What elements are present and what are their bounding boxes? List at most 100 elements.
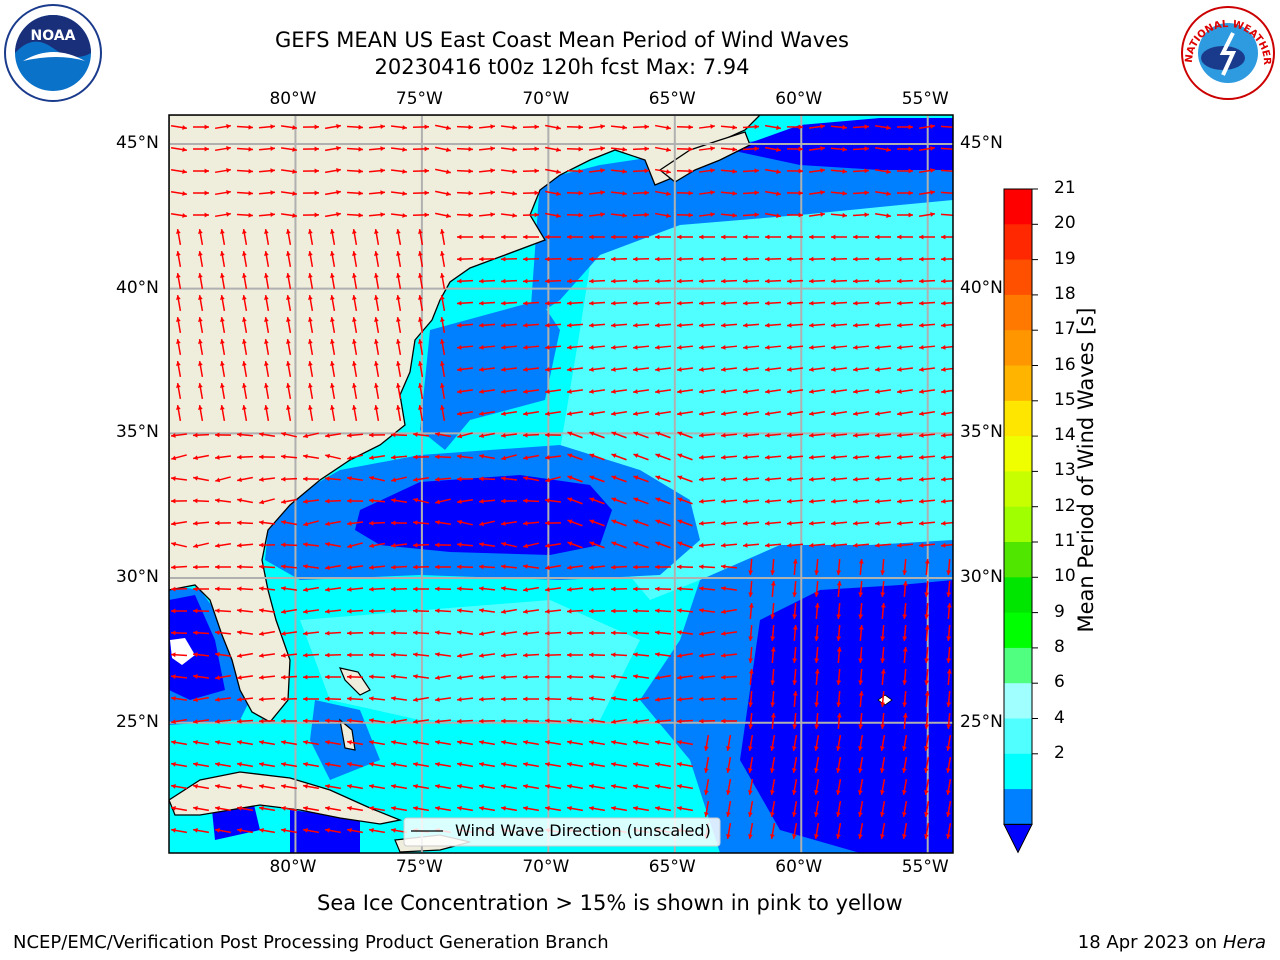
wave-direction-arrow bbox=[632, 212, 650, 218]
wave-direction-arrow bbox=[918, 322, 936, 328]
wave-direction-arrow bbox=[786, 146, 804, 152]
wave-direction-arrow bbox=[434, 697, 452, 702]
wave-direction-arrow bbox=[786, 410, 804, 416]
wave-direction-arrow bbox=[280, 608, 298, 614]
wave-direction-arrow bbox=[896, 432, 914, 438]
wave-direction-arrow bbox=[654, 762, 672, 768]
wave-direction-arrow bbox=[924, 756, 930, 774]
wave-direction-arrow bbox=[192, 608, 210, 614]
wave-direction-arrow bbox=[654, 586, 672, 592]
wave-direction-arrow bbox=[280, 762, 298, 768]
wave-direction-arrow bbox=[522, 762, 540, 768]
wave-direction-arrow bbox=[566, 608, 584, 614]
wave-direction-arrow bbox=[814, 822, 820, 840]
wave-direction-arrow bbox=[347, 652, 363, 658]
wave-direction-arrow bbox=[726, 822, 732, 840]
wave-direction-arrow bbox=[352, 382, 358, 400]
wave-direction-arrow bbox=[220, 404, 226, 422]
wave-direction-arrow bbox=[478, 476, 496, 482]
wave-direction-arrow bbox=[786, 124, 804, 130]
wave-direction-arrow bbox=[176, 338, 182, 356]
wave-direction-arrow bbox=[698, 520, 716, 526]
wave-direction-arrow bbox=[412, 806, 430, 812]
wave-direction-arrow bbox=[698, 322, 716, 328]
wave-direction-arrow bbox=[412, 190, 430, 196]
wave-direction-arrow bbox=[836, 712, 842, 730]
wave-direction-arrow bbox=[655, 475, 671, 483]
wave-direction-arrow bbox=[764, 542, 782, 548]
wave-direction-arrow bbox=[352, 360, 358, 378]
wave-direction-arrow bbox=[566, 124, 584, 130]
wave-direction-arrow bbox=[280, 806, 298, 812]
wave-direction-arrow bbox=[236, 168, 254, 174]
wave-direction-arrow bbox=[676, 278, 694, 284]
wave-direction-arrow bbox=[544, 278, 562, 284]
wave-direction-arrow bbox=[874, 454, 892, 460]
wave-direction-arrow bbox=[308, 382, 314, 400]
wave-direction-arrow bbox=[830, 300, 848, 306]
wave-direction-arrow bbox=[390, 520, 408, 526]
wave-direction-arrow bbox=[198, 250, 204, 268]
wave-direction-arrow bbox=[347, 542, 363, 549]
colorbar-segment bbox=[1004, 294, 1032, 331]
wave-direction-arrow bbox=[440, 250, 446, 268]
wave-direction-arrow bbox=[418, 382, 424, 400]
wave-direction-arrow bbox=[176, 294, 182, 312]
wave-direction-arrow bbox=[280, 542, 298, 548]
wave-direction-arrow bbox=[566, 389, 584, 394]
wave-direction-arrow bbox=[412, 630, 430, 636]
wave-direction-arrow bbox=[170, 586, 188, 592]
wave-direction-arrow bbox=[368, 564, 386, 570]
wave-direction-arrow bbox=[720, 454, 738, 460]
wave-direction-arrow bbox=[434, 718, 452, 724]
wave-direction-arrow bbox=[880, 668, 886, 686]
wave-direction-arrow bbox=[896, 367, 914, 372]
wave-direction-arrow bbox=[588, 410, 606, 416]
wave-direction-arrow bbox=[566, 212, 584, 218]
wave-direction-arrow bbox=[330, 338, 336, 356]
wave-direction-arrow bbox=[611, 608, 627, 614]
wave-direction-arrow bbox=[786, 389, 804, 394]
wave-direction-arrow bbox=[236, 454, 254, 460]
wave-direction-arrow bbox=[676, 806, 694, 812]
wave-direction-arrow bbox=[566, 168, 584, 174]
wave-direction-arrow bbox=[896, 344, 914, 350]
wave-direction-arrow bbox=[588, 278, 606, 284]
wave-direction-arrow bbox=[440, 272, 446, 290]
wave-direction-arrow bbox=[792, 646, 798, 664]
wave-direction-arrow bbox=[192, 212, 210, 218]
wave-direction-arrow bbox=[302, 454, 320, 459]
wave-direction-arrow bbox=[456, 762, 474, 768]
wave-direction-arrow bbox=[566, 367, 584, 372]
wave-direction-arrow bbox=[258, 806, 276, 812]
wave-direction-arrow bbox=[418, 272, 424, 290]
wave-direction-arrow bbox=[308, 404, 314, 422]
wave-direction-arrow bbox=[478, 586, 496, 592]
wave-direction-arrow bbox=[896, 520, 914, 526]
colorbar-tick-label: 10 bbox=[1054, 566, 1076, 587]
wave-direction-arrow bbox=[902, 602, 908, 620]
wave-direction-arrow bbox=[544, 389, 562, 394]
wave-direction-arrow bbox=[396, 316, 402, 334]
lat-tick-label-right: 35°N bbox=[960, 422, 1003, 443]
wave-direction-arrow bbox=[176, 360, 182, 378]
wave-direction-arrow bbox=[742, 432, 760, 438]
wave-direction-arrow bbox=[281, 718, 297, 724]
wave-direction-arrow bbox=[346, 696, 364, 702]
wave-direction-arrow bbox=[390, 784, 408, 790]
wave-direction-arrow bbox=[214, 168, 232, 174]
wave-direction-arrow bbox=[924, 778, 930, 796]
wave-direction-arrow bbox=[346, 762, 364, 768]
wave-direction-arrow bbox=[434, 806, 452, 812]
wave-direction-arrow bbox=[280, 191, 298, 196]
colorbar-segment bbox=[1004, 542, 1032, 578]
wave-direction-arrow bbox=[742, 476, 760, 482]
wave-direction-arrow bbox=[874, 300, 892, 306]
wave-direction-arrow bbox=[720, 498, 738, 504]
wave-direction-arrow bbox=[258, 454, 276, 460]
wave-direction-arrow bbox=[302, 146, 320, 152]
wave-direction-arrow bbox=[522, 278, 540, 284]
wave-direction-arrow bbox=[676, 630, 694, 635]
wave-direction-arrow bbox=[368, 740, 386, 746]
wave-direction-arrow bbox=[654, 630, 672, 636]
